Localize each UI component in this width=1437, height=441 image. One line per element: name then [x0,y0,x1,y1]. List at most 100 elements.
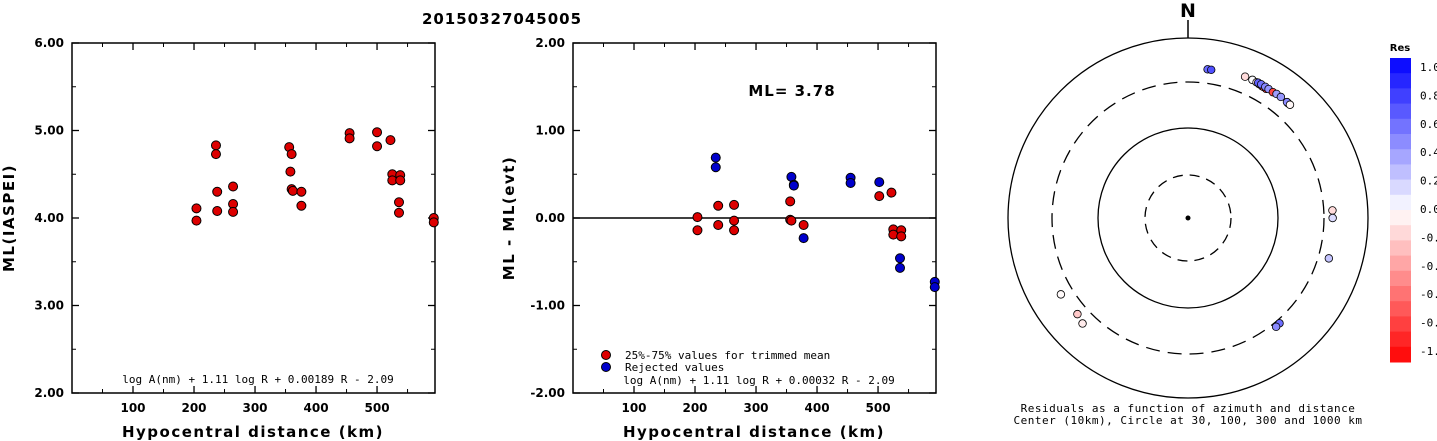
residual-point [1328,206,1337,215]
data-point [896,231,907,242]
data-point [929,282,940,293]
data-point [895,262,906,273]
data-point [394,207,405,218]
ml-value-text: ML= 3.78 [748,82,835,100]
colorbar-block [1390,118,1411,135]
colorbar-blocks [1390,58,1411,363]
x-tick-label: 300 [743,401,768,415]
data-point [191,215,202,226]
colorbar-block [1390,255,1411,272]
colorbar-tick-label: 0.6 [1420,118,1437,131]
data-point [886,187,897,198]
data-point [210,140,221,151]
x-tick-label: 300 [242,401,267,415]
data-point [372,127,383,138]
formula-text: log A(nm) + 1.11 log R + 0.00032 R - 2.0… [623,374,895,387]
x-axis-label: Hypocentral distance (km) [122,423,384,441]
data-point [692,212,703,223]
data-point [285,166,296,177]
y-tick-label: 5.00 [34,124,64,138]
colorbar-block [1390,270,1411,287]
data-point [874,191,885,202]
y-tick-label: -1.00 [530,299,565,313]
colorbar-block [1390,331,1411,348]
colorbar-block [1390,346,1411,363]
colorbar-tick-label: 0.4 [1420,146,1437,159]
legend-marker-rejected [601,362,611,372]
data-point [428,217,439,228]
data-point [785,196,796,207]
colorbar-block [1390,301,1411,317]
x-tick-label: 400 [805,401,830,415]
ring-300km [1051,81,1325,355]
data-points [191,127,439,228]
data-point [287,185,298,196]
residual-point [1056,290,1066,299]
data-point [713,220,724,230]
residual-point [1078,319,1087,328]
residual-point [1240,72,1250,81]
ring-30km [1144,174,1232,262]
data-point [228,206,239,217]
colorbar-block [1390,149,1411,165]
center-point [1185,215,1191,221]
data-point [798,233,809,244]
data-point [692,225,703,236]
colorbar-block [1390,194,1411,211]
y-axis-label: ML - ML(evt) [500,156,518,280]
legend-label-trimmed: 25%-75% values for trimmed mean [625,349,830,362]
x-tick-label: 500 [866,401,891,415]
colorbar-labels: 1.0 0.8 0.6 0.4 0.2 0.0 -0.2 -0.4 -0.6 -0.8 -1.0 [1420,61,1437,358]
data-point [729,225,740,236]
residual-point [1285,100,1295,109]
chart-ml-residual: 100 200 300 400 500 -2.00 -1.00 0.00 1.00 2.00 ML… [500,36,940,441]
x-tick-label: 200 [181,401,206,415]
colorbar-tick-label: 1.0 [1420,61,1437,74]
data-point [212,206,223,216]
data-point [729,215,740,226]
residual-point [1073,309,1082,319]
ring-100km [1097,127,1279,309]
data-point [788,180,799,191]
colorbar-block [1390,134,1411,150]
colorbar-tick-label: -1.0 [1420,345,1437,358]
residual-point [1328,213,1337,223]
y-axis-label: ML(IASPEI) [0,164,18,272]
caption-line-1: Residuals as a function of azimuth and d… [1021,402,1356,415]
x-tick-label: 400 [304,401,329,415]
x-tick-label: 500 [365,401,390,415]
y-tick-label: 0.00 [535,211,565,225]
y-tick-label: -2.00 [530,386,565,400]
colorbar-block [1390,179,1411,196]
residual-point [1324,254,1334,263]
data-point [895,253,906,264]
colorbar-block [1390,88,1411,105]
north-label: N [1180,0,1196,22]
legend: 25%-75% values for trimmed mean Rejected… [601,349,830,374]
legend-marker-trimmed [601,350,611,360]
data-point [296,200,307,211]
colorbar-block [1390,73,1411,89]
colorbar-title: Res [1390,43,1410,54]
data-point [228,181,239,192]
data-point [845,178,856,188]
caption-line-2: Center (10km), Circle at 30, 100, 300 an… [1013,414,1362,427]
colorbar-tick-label: 0.8 [1420,89,1437,102]
data-points [1056,65,1337,332]
x-tick-label: 100 [621,401,646,415]
y-tick-label: 3.00 [34,299,64,313]
data-point [713,200,724,211]
residual-point [1271,322,1281,332]
residual-point [1207,65,1216,75]
data-point [344,133,355,144]
data-point [394,197,405,208]
colorbar-tick-label: -0.4 [1420,260,1437,273]
data-point [710,152,721,163]
data-point [710,162,721,173]
legend-label-rejected: Rejected values [625,361,724,374]
colorbar-block [1390,164,1411,181]
data-point [729,199,740,210]
chart-residual-azimuth: N Residuals as a function of azimuth and… [1007,0,1369,427]
colorbar-block [1390,210,1411,226]
y-tick-label: 6.00 [34,36,64,50]
